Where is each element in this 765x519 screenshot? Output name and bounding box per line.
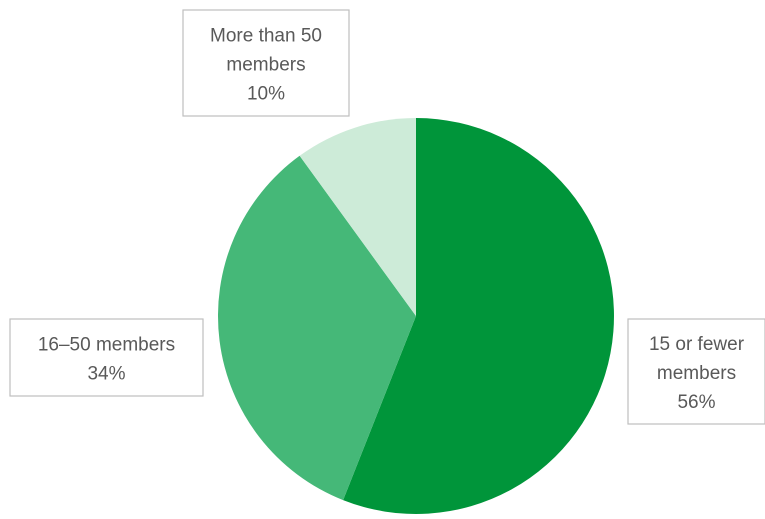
- pie-slice: [343, 118, 614, 514]
- pie-slice: [217, 155, 416, 501]
- data-label-box: [9, 318, 204, 397]
- data-label-percent: 56%: [677, 392, 715, 413]
- data-label-category: More than 50: [210, 25, 322, 46]
- pie-slice: [299, 118, 416, 316]
- data-label-box: [182, 9, 350, 117]
- data-label-category: 16–50 members: [38, 334, 175, 355]
- data-label-box: [627, 318, 765, 425]
- data-label-percent: 34%: [87, 363, 125, 384]
- data-label: 16–50 members 34%: [9, 318, 204, 397]
- data-label-category: members: [226, 54, 305, 75]
- data-label-category: 15 or fewer: [649, 334, 745, 355]
- data-label-percent: 10%: [247, 83, 285, 104]
- data-label-category: members: [657, 363, 736, 384]
- pie-slices: [217, 118, 614, 514]
- data-label: More than 50 members 10%: [182, 9, 350, 117]
- pie-labels: 15 or fewer members 56% 16–50 members 34% Mor…: [9, 9, 765, 425]
- data-label: 15 or fewer members 56%: [627, 318, 765, 425]
